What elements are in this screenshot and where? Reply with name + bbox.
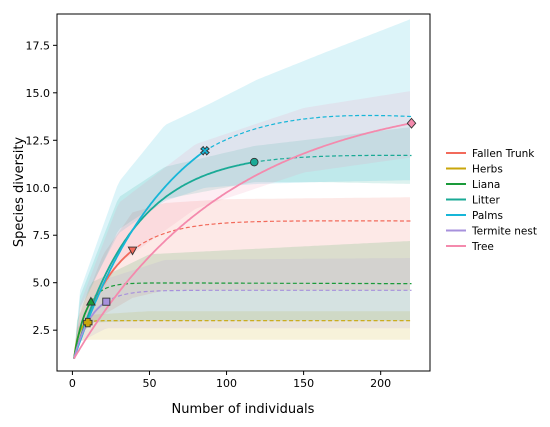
ci-band-litter bbox=[74, 127, 410, 359]
legend-label-fallen-trunk: Fallen Trunk bbox=[472, 148, 535, 160]
y-tick-label: 10.0 bbox=[26, 182, 51, 195]
observed-marker-liana bbox=[85, 296, 96, 306]
ci-band-palms bbox=[74, 19, 410, 359]
ci-band-liana bbox=[74, 241, 410, 359]
ci-band-fallen-trunk bbox=[74, 197, 410, 359]
legend: Fallen Trunk Herbs Liana Litter Palms Termite… bbox=[446, 148, 537, 253]
ci-band-tree bbox=[74, 91, 410, 359]
extrapolation-line-litter bbox=[254, 154, 412, 163]
legend-label-litter: Litter bbox=[472, 195, 500, 207]
legend-label-tree: Tree bbox=[471, 241, 494, 253]
legend-label-liana: Liana bbox=[472, 179, 500, 191]
ci-band-termite-nest bbox=[74, 258, 410, 359]
extrapolation-line-liana bbox=[90, 282, 412, 303]
rarefaction-line-litter bbox=[73, 161, 255, 359]
x-tick-label: 150 bbox=[293, 377, 314, 390]
observed-marker-herbs bbox=[83, 317, 93, 328]
observed-markers bbox=[83, 117, 417, 328]
observed-marker-litter bbox=[250, 157, 259, 167]
observed-marker-palms bbox=[200, 145, 210, 156]
y-tick-label: 17.5 bbox=[26, 39, 51, 52]
y-axis-label: Species diversity bbox=[12, 137, 27, 248]
x-tick-label: 200 bbox=[370, 377, 391, 390]
rarefaction-line-palms bbox=[73, 149, 206, 359]
y-tick-label: 2.5 bbox=[33, 324, 51, 337]
y-axis-ticks: 2.5 5.0 7.5 10.0 12.5 15.0 17.5 bbox=[26, 39, 57, 337]
observed-marker-termite-nest bbox=[102, 297, 111, 306]
x-tick-label: 50 bbox=[142, 377, 156, 390]
extrapolation-line-fallen-trunk bbox=[132, 220, 412, 251]
y-tick-label: 5.0 bbox=[33, 277, 51, 290]
x-axis-ticks: 0 50 100 150 200 bbox=[69, 371, 391, 390]
rarefaction-line-liana bbox=[73, 301, 92, 359]
extrapolation-line-termite-nest bbox=[106, 289, 412, 303]
extrapolation-line-palms bbox=[204, 114, 412, 152]
observed-marker-tree bbox=[406, 117, 417, 129]
observed-marker-fallen-trunk bbox=[127, 246, 138, 256]
diversity-curves bbox=[73, 114, 412, 360]
x-tick-label: 0 bbox=[69, 377, 76, 390]
legend-label-herbs: Herbs bbox=[472, 164, 503, 176]
x-axis-label: Number of individuals bbox=[172, 402, 315, 417]
plot-frame bbox=[56, 13, 431, 372]
extrapolation-line-herbs bbox=[87, 320, 412, 324]
x-tick-label: 100 bbox=[216, 377, 237, 390]
legend-label-palms: Palms bbox=[472, 210, 503, 222]
legend-label-termite-nest: Termite nest bbox=[471, 226, 537, 238]
rarefaction-line-tree bbox=[73, 122, 412, 360]
y-tick-label: 7.5 bbox=[33, 229, 51, 242]
confidence-bands bbox=[74, 19, 410, 359]
y-tick-label: 12.5 bbox=[26, 134, 51, 147]
y-tick-label: 15.0 bbox=[26, 87, 51, 100]
ci-band-herbs bbox=[74, 311, 410, 359]
